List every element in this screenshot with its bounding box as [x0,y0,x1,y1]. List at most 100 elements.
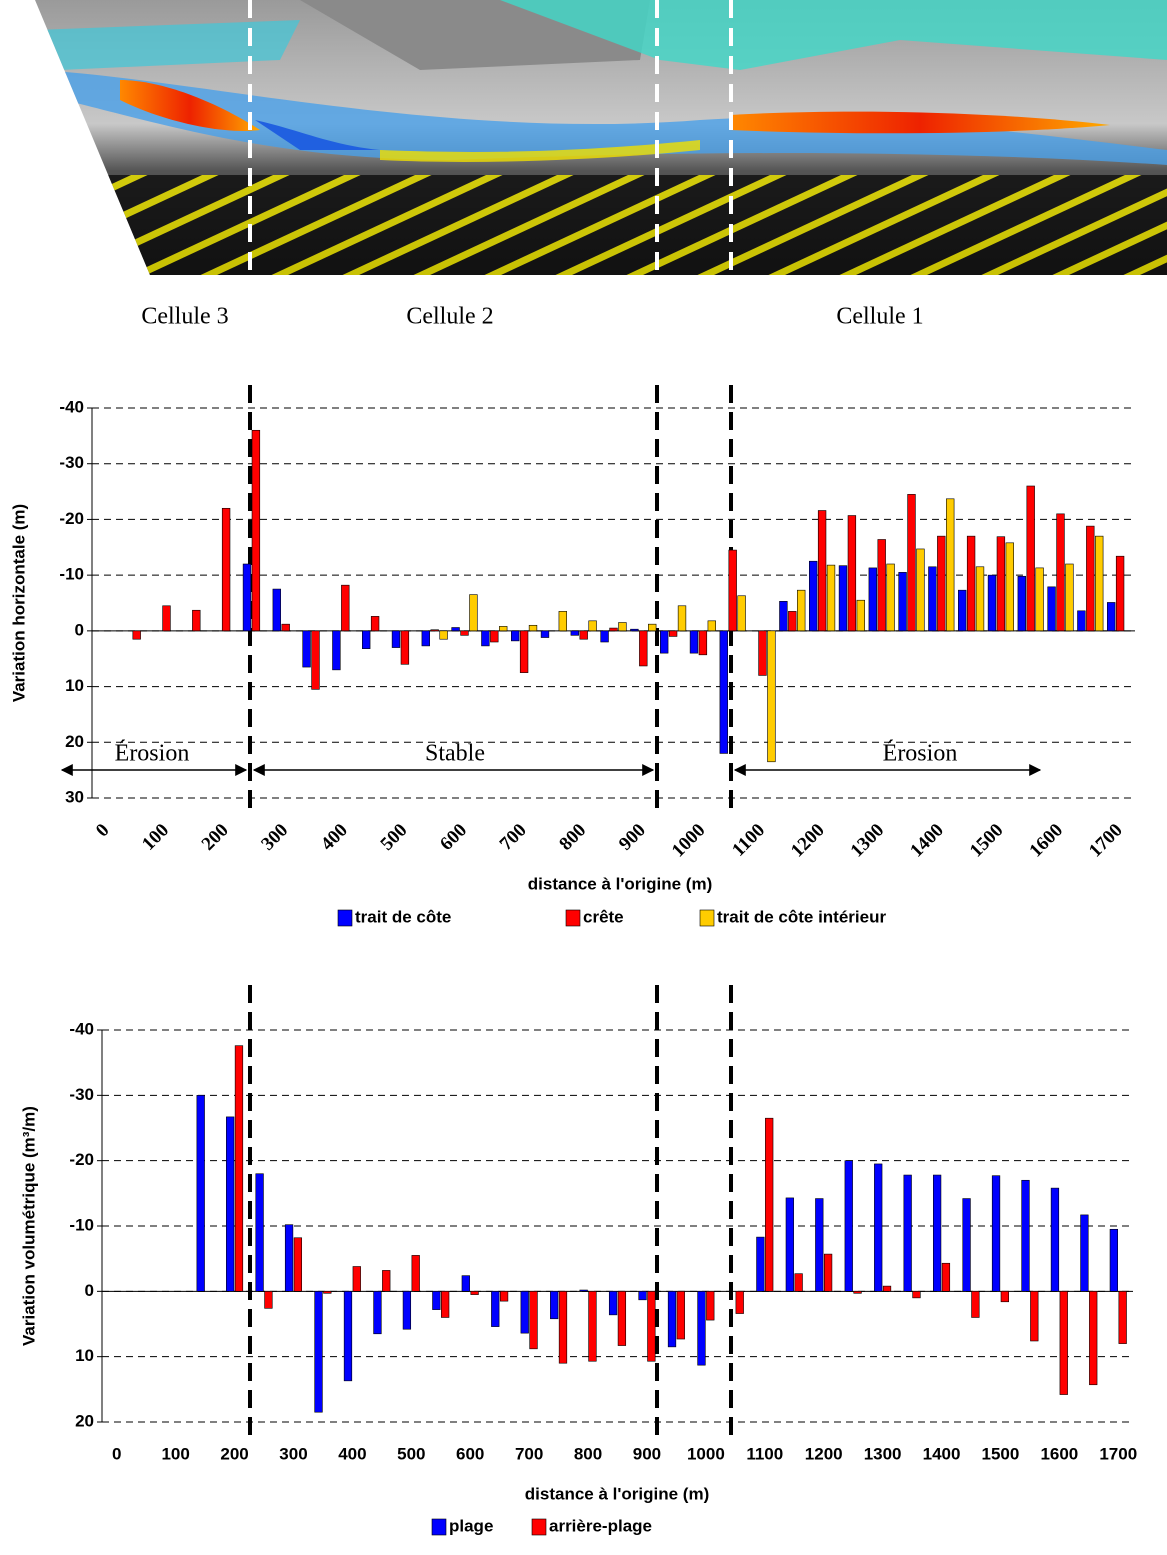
x-tick-label: 100 [161,1444,189,1463]
x-axis-title: distance à l'origine (m) [528,874,712,893]
legend-label: trait de côte [355,907,451,926]
bar [1119,1291,1127,1343]
bar [382,1270,390,1291]
x-tick-label: 700 [515,1444,543,1463]
bar [610,628,618,631]
x-tick-label: 0 [112,1444,121,1463]
bar [809,561,817,631]
annotation: Érosion [115,741,190,767]
bar [550,1291,558,1318]
legend-label: trait de côte intérieur [717,907,886,926]
bar [401,631,409,664]
bar [470,595,478,631]
bar [222,508,230,631]
bar [839,566,847,631]
legend-swatch [532,1519,546,1535]
bar [1036,568,1044,631]
bar [631,629,639,631]
x-tick-label: 1600 [1025,820,1067,862]
legend-label: plage [449,1516,493,1535]
cell-label: Cellule 1 [836,304,923,330]
bar [942,1263,950,1291]
bar [660,631,668,653]
annotation: Érosion [883,741,958,767]
y-tick-label: 0 [75,620,84,639]
bar [412,1255,420,1291]
bar [580,1290,588,1291]
bar [759,631,767,676]
x-tick-label: 1500 [966,820,1008,862]
bar [708,621,716,631]
bar [482,631,490,646]
bar [780,601,788,631]
legend-swatch [338,910,352,926]
bar [913,1291,921,1298]
bar [699,631,707,655]
bar [490,631,498,642]
bar [294,1238,302,1292]
x-tick-label: 900 [615,820,650,855]
x-tick-label: 1200 [805,1444,843,1463]
bar [619,623,627,631]
bar [1110,1229,1118,1291]
x-tick-label: 1000 [668,820,710,862]
x-tick-label: 100 [138,820,173,855]
legend-label: arrière-plage [549,1516,652,1535]
annotation: Stable [425,741,485,767]
bar [403,1291,411,1329]
bar [677,1291,685,1339]
x-tick-label: 1700 [1085,820,1127,862]
y-tick-label: 10 [65,676,84,695]
bar [312,631,320,690]
bar [997,537,1005,631]
bar [648,624,656,631]
bar [265,1291,273,1308]
bar [371,616,379,630]
bar [192,610,200,631]
bar [1057,514,1065,631]
bar [315,1291,323,1412]
bar [639,631,647,666]
bar [559,1291,567,1363]
bar [353,1267,361,1292]
bar [917,549,925,631]
x-tick-label: 900 [633,1444,661,1463]
x-tick-label: 1400 [923,1444,961,1463]
bar [827,565,835,631]
figure: Cellule 3 Cellule 2 Cellule 1 Érosion St… [0,0,1167,1555]
y-tick-label: 30 [65,787,84,806]
bar [878,539,886,630]
x-tick-label: 800 [574,1444,602,1463]
bar [967,536,975,631]
bar [988,575,996,631]
bar [1060,1291,1068,1394]
y-tick-label: -30 [59,453,84,472]
bar [706,1291,714,1320]
bar [521,1291,529,1333]
bar [797,590,805,631]
bar [904,1175,912,1291]
bar [736,1291,744,1313]
bar [285,1225,293,1292]
bar [933,1175,941,1291]
bar [559,611,567,631]
legend-swatch [566,910,580,926]
x-tick-label: 800 [555,820,590,855]
bar [788,611,796,631]
x-tick-label: 0 [92,820,114,842]
bar [452,628,460,631]
bar [854,1291,862,1293]
bar [433,1291,441,1309]
x-tick-label: 1100 [728,820,769,861]
x-tick-label: 300 [279,1444,307,1463]
bar [499,626,507,630]
bar [226,1117,234,1291]
bar [491,1291,499,1326]
bar [887,564,895,631]
x-tick-label: 1300 [847,820,889,862]
bar [273,589,281,631]
bar [500,1291,508,1301]
bar [235,1046,243,1292]
bar [1048,587,1056,631]
bar [929,567,937,631]
